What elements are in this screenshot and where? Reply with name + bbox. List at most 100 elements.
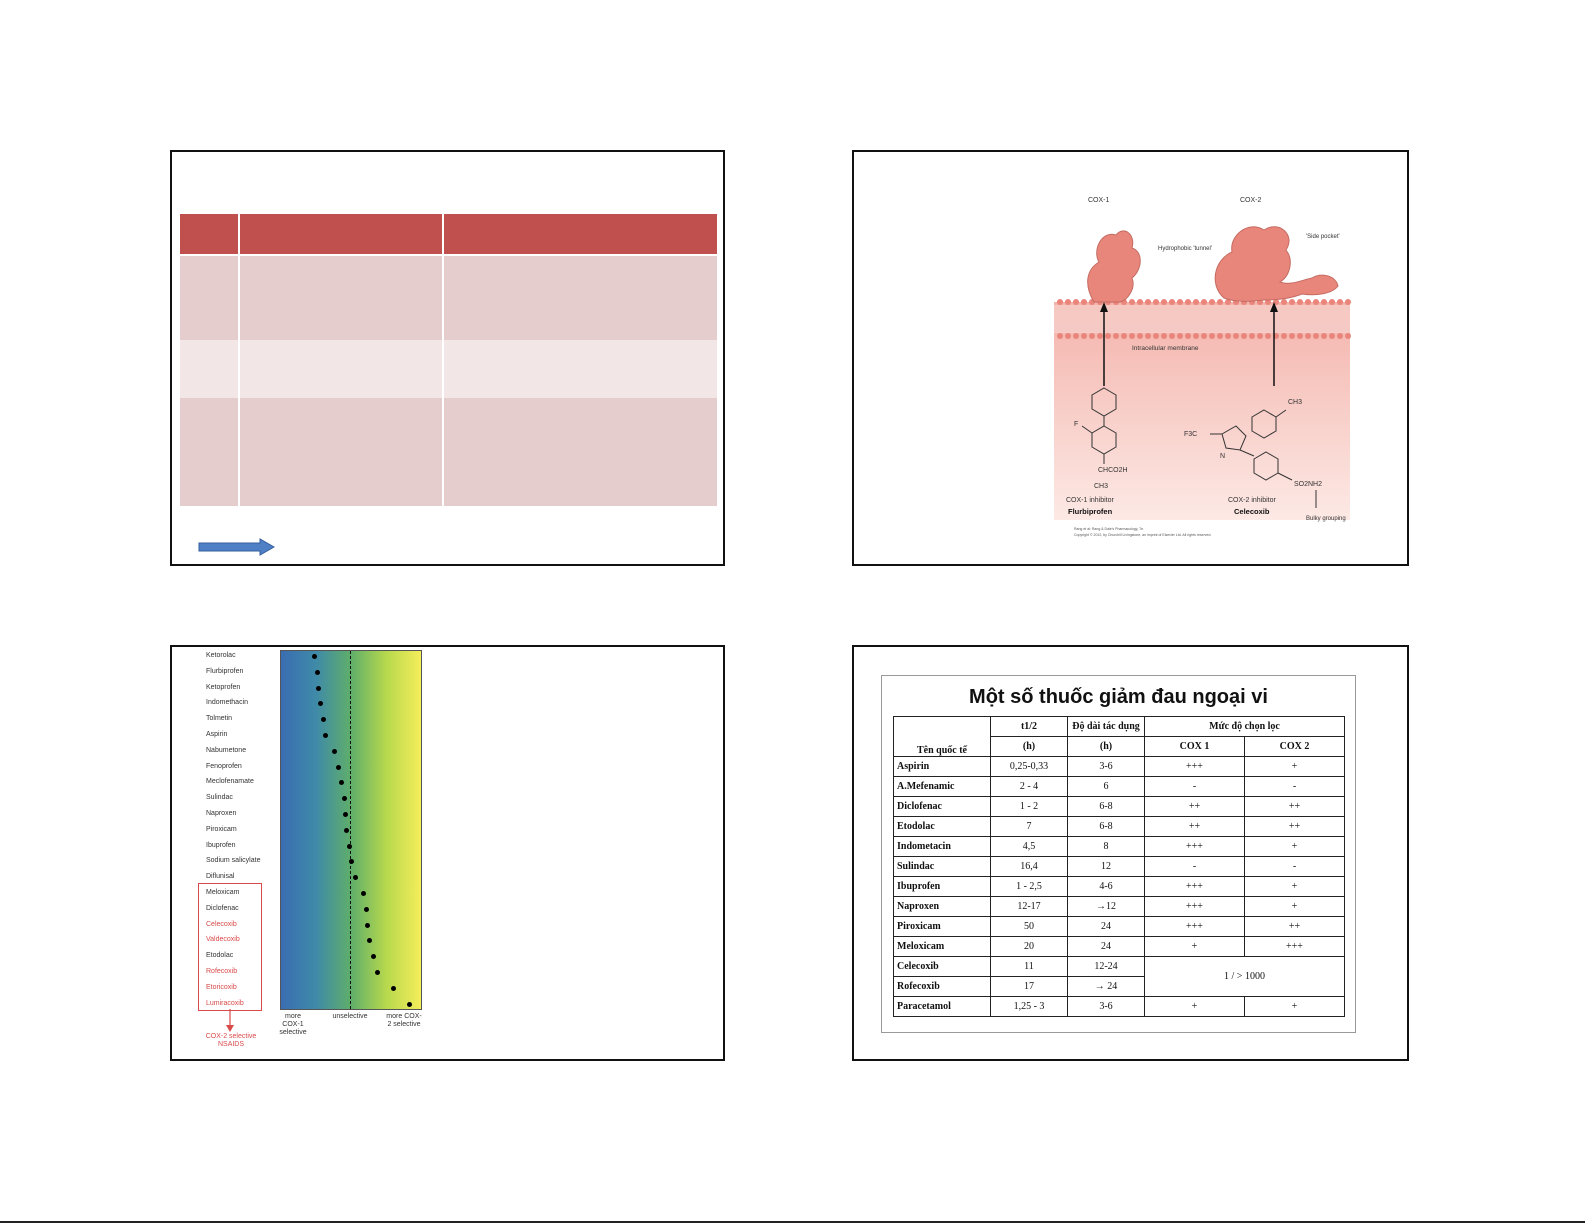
cell-half-life: 4,5 — [990, 836, 1068, 857]
cell-cox2: ++ — [1244, 916, 1345, 937]
selectivity-dot — [331, 748, 337, 754]
selectivity-dot — [361, 891, 367, 896]
table-header-row: Tên quốc tế t1/2 Độ dài tác dụng Mức độ … — [893, 716, 1345, 757]
cell-cox1: ++ — [1144, 816, 1245, 837]
drug-label: Flurbiprofen — [206, 667, 244, 675]
cell-ratio: 1 / > 1000 — [1144, 956, 1345, 997]
drug-label: Nabumetone — [206, 746, 247, 754]
credit-line-1: Rang et al: Rang & Dale's Pharmacology, … — [1074, 527, 1144, 531]
table-row: Rofecoxib 17 → 24 — [893, 976, 1345, 997]
cell-name: Diclofenac — [893, 796, 991, 817]
cell-cox2: + — [1244, 876, 1345, 897]
cell-cox2: + — [1244, 896, 1345, 917]
cell-duration: 12 — [1067, 856, 1145, 877]
selectivity-dot — [390, 985, 396, 991]
axis-right-label: more COX-2 selective — [386, 1013, 422, 1028]
axis-left-label: more COX-1 selective — [279, 1013, 307, 1036]
cell-name: Indometacin — [893, 836, 991, 857]
cell-duration: 24 — [1067, 916, 1145, 937]
page-bottom-rule — [0, 1221, 1585, 1223]
drug-label: Sulindac — [206, 794, 233, 802]
cell-half-life: 20 — [990, 936, 1068, 957]
cell-half-life: 0,25-0,33 — [990, 756, 1068, 777]
table-subheader-row: (h) (h) COX 1 COX 2 — [894, 736, 1345, 757]
cell-cox1: + — [1144, 996, 1245, 1017]
cell-half-life: 11 — [990, 956, 1068, 977]
cox2-selective-caption: COX-2 selective NSAIDS — [205, 1033, 257, 1048]
table-row — [180, 254, 717, 340]
header-duration: Độ dài tác dụng — [1067, 716, 1145, 737]
table-row: Piroxicam 50 24 +++ ++ — [893, 916, 1345, 937]
cell-half-life: 1 - 2,5 — [990, 876, 1068, 897]
cell-cox2: ++ — [1244, 796, 1345, 817]
cell-duration: 8 — [1067, 836, 1145, 857]
selectivity-dot — [366, 938, 372, 944]
drug-label: Celecoxib — [206, 920, 237, 928]
cell-half-life: 12-17 — [990, 896, 1068, 917]
tunnel-label: Hydrophobic 'tunnel' — [1158, 246, 1212, 252]
drug-label: Piroxicam — [206, 825, 237, 833]
cell-duration: 4-6 — [1067, 876, 1145, 897]
cox-mechanism-figure: COX-1 COX-2 Hydrophobic 'tunnel' 'Side p… — [1054, 197, 1351, 537]
cell-cox2: + — [1244, 996, 1345, 1017]
cox2-inhibitor-label: COX-2 inhibitor — [1228, 497, 1277, 504]
cell-cox1: +++ — [1144, 916, 1245, 937]
cell-name: A.Mefenamic — [893, 776, 991, 797]
selectivity-dot — [317, 701, 323, 707]
table-row: Naproxen 12-17 →12 +++ + — [893, 896, 1345, 917]
selectivity-dot — [338, 780, 344, 786]
drug-label: Indomethacin — [206, 699, 249, 707]
table-row: Meloxicam 20 24 + +++ — [893, 936, 1345, 957]
slide-1 — [170, 150, 725, 566]
nitrogen-label: N — [1220, 453, 1225, 460]
selectivity-dot — [342, 812, 348, 817]
drug-label: Valdecoxib — [206, 936, 240, 944]
cell-half-life: 17 — [990, 976, 1068, 997]
slide-2: COX-1 COX-2 Hydrophobic 'tunnel' 'Side p… — [852, 150, 1409, 566]
cell-name: Naproxen — [893, 896, 991, 917]
cox1-label: COX-1 — [1088, 197, 1110, 204]
cell-cox1: +++ — [1144, 836, 1245, 857]
cell-name: Sulindac — [893, 856, 991, 877]
drug-label: Etoricoxib — [206, 983, 237, 991]
header-cox1: COX 1 — [1144, 736, 1245, 757]
selectivity-dot — [347, 843, 353, 849]
cell-duration: 3-6 — [1067, 756, 1145, 777]
cox1-inhibitor-label: COX-1 inhibitor — [1066, 497, 1115, 504]
table-row: Paracetamol 1,25 - 3 3-6 + + — [893, 996, 1345, 1017]
cell-duration: 6 — [1067, 776, 1145, 797]
header-name: Tên quốc tế — [893, 716, 991, 757]
selectivity-dot — [341, 796, 347, 802]
f3c-label: F3C — [1184, 431, 1197, 438]
cell-cox2: - — [1244, 776, 1345, 797]
drug-label: Sodium salicylate — [206, 857, 261, 865]
so2nh2-label: SO2NH2 — [1294, 481, 1322, 488]
cell-cox1: ++ — [1144, 796, 1245, 817]
cell-name: Etodolac — [893, 816, 991, 837]
cell-duration: 12-24 — [1067, 956, 1145, 977]
cell-cox1: - — [1144, 776, 1245, 797]
drug-label: Ibuprofen — [206, 841, 236, 849]
selectivity-dot — [344, 827, 350, 833]
cell-duration: 6-8 — [1067, 816, 1145, 837]
cell-half-life: 1 - 2 — [990, 796, 1068, 817]
credit-line-2: Copyright © 2012, by Churchill Livingsto… — [1074, 533, 1211, 537]
selectivity-gradient — [280, 650, 422, 1010]
header-duration-unit: (h) — [1067, 736, 1145, 757]
selectivity-dot — [370, 954, 376, 960]
selectivity-dot — [320, 717, 326, 723]
selectivity-dot — [365, 922, 371, 928]
table-row — [180, 398, 717, 506]
drug-label: Naproxen — [206, 810, 237, 817]
drug-label: Rofecoxib — [206, 968, 238, 975]
selectivity-dot — [375, 970, 381, 975]
cell-cox1: +++ — [1144, 756, 1245, 777]
down-arrow-icon — [226, 1009, 234, 1032]
chco2h-label: CHCO2H — [1098, 467, 1128, 474]
cell-name: Rofecoxib — [893, 976, 991, 997]
drug-label: Etodolac — [206, 952, 234, 960]
cell-name: Aspirin — [893, 756, 991, 777]
selectivity-dot — [348, 859, 354, 865]
drug-label: Ketoprofen — [206, 683, 241, 691]
